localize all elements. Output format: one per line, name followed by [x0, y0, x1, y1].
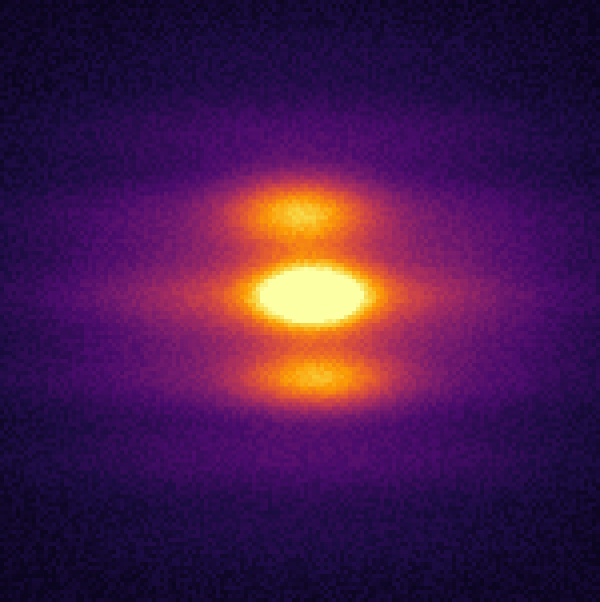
- interference-pattern-image: [0, 0, 600, 602]
- intensity-image-viewer: [0, 0, 600, 602]
